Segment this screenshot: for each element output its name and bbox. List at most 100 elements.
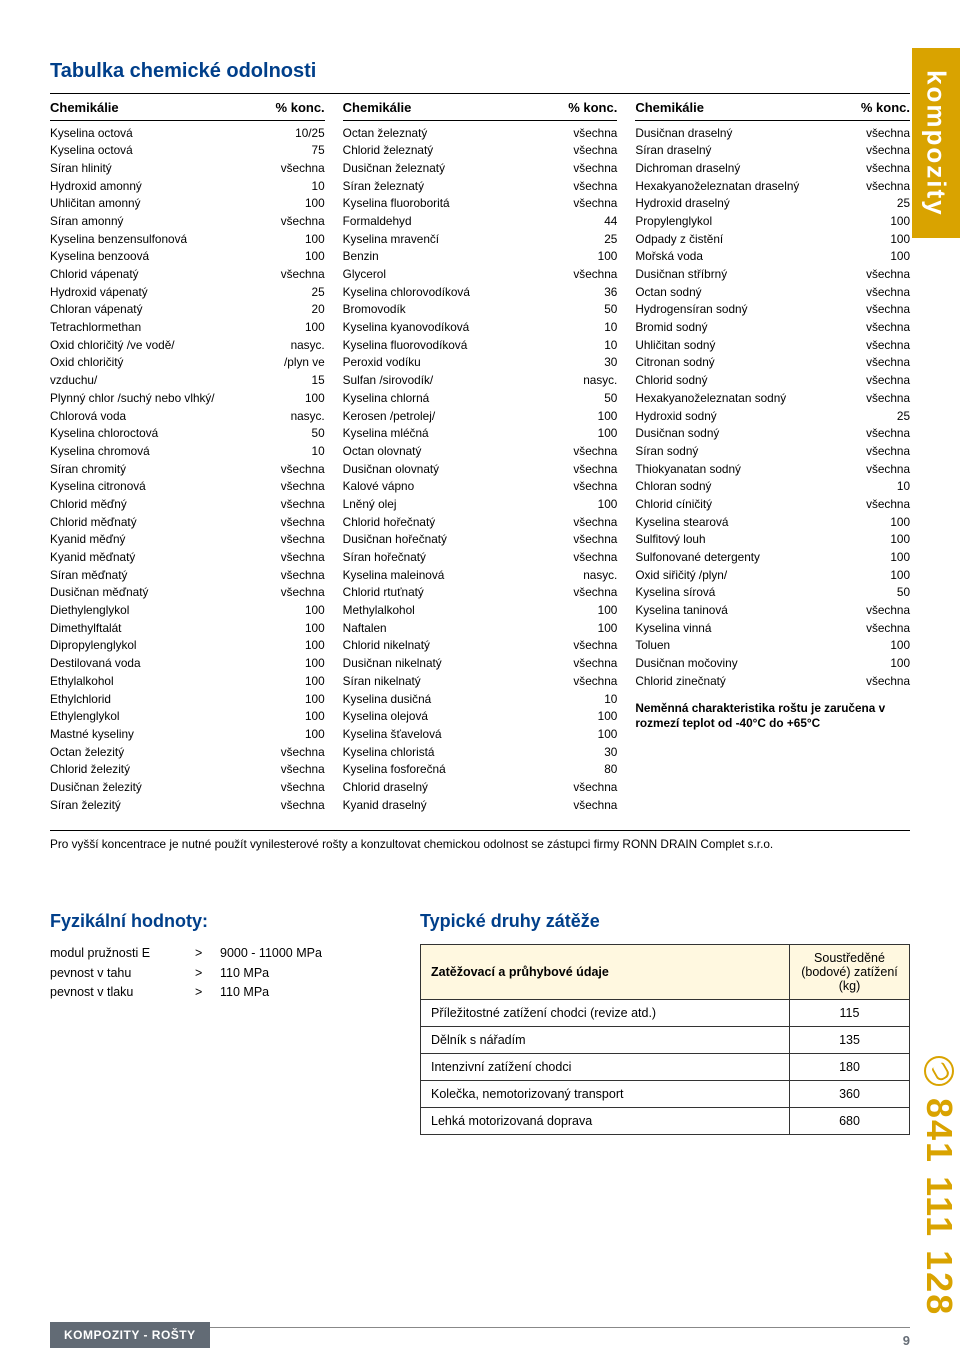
chem-row: Dipropylenglykol100 <box>50 637 325 655</box>
chem-value: 50 <box>598 390 617 408</box>
chem-name: Oxid chloričitý <box>50 354 278 372</box>
chem-name: Dimethylftalát <box>50 620 299 638</box>
chem-row: Sulfan /sirovodík/nasyc. <box>343 372 618 390</box>
chem-row: Kyselina dusičná10 <box>343 691 618 709</box>
chem-value: 100 <box>884 248 910 266</box>
chem-row: Odpady z čistění100 <box>635 231 910 249</box>
phys-op: > <box>195 964 220 983</box>
chem-name: Chlorid cíničitý <box>635 496 860 514</box>
chem-value: 100 <box>299 691 325 709</box>
chem-value: všechna <box>860 354 910 372</box>
chem-value: 50 <box>891 584 910 602</box>
chem-row: Thiokyanatan sodnývšechna <box>635 461 910 479</box>
chem-name: Hydroxid draselný <box>635 195 891 213</box>
col-name: Chemikálie <box>50 98 119 118</box>
chem-name: Sulfonované detergenty <box>635 549 884 567</box>
chem-name: Bromid sodný <box>635 319 860 337</box>
col-val: % konc. <box>568 98 617 118</box>
chem-value: 25 <box>891 195 910 213</box>
chem-name: Kyselina fosforečná <box>343 761 599 779</box>
chem-value: 100 <box>299 390 325 408</box>
chem-name: Chlorid měďný <box>50 496 275 514</box>
chem-name: Hexakyanoželeznatan draselný <box>635 178 860 196</box>
phys-val: 110 MPa <box>220 983 269 1002</box>
chem-value: 25 <box>891 408 910 426</box>
chem-row: Kyselina šťavelová100 <box>343 726 618 744</box>
chem-name: Kyselina stearová <box>635 514 884 532</box>
chem-value: 10 <box>598 691 617 709</box>
chem-value: 25 <box>306 284 325 302</box>
chem-name: Thiokyanatan sodný <box>635 461 860 479</box>
chem-name: Ethylchlorid <box>50 691 299 709</box>
chem-row: Hydroxid sodný25 <box>635 408 910 426</box>
chem-name: Chlorid sodný <box>635 372 860 390</box>
chem-value: všechna <box>860 602 910 620</box>
chem-name: Kyselina chlorovodíková <box>343 284 599 302</box>
chem-name: Hydroxid sodný <box>635 408 891 426</box>
chem-name: Kyselina citronová <box>50 478 275 496</box>
chem-row: Dusičnan měďnatývšechna <box>50 584 325 602</box>
chem-row: Chlorid hořečnatývšechna <box>343 514 618 532</box>
chem-row: Kyselina chloroctová50 <box>50 425 325 443</box>
chem-value: všechna <box>860 284 910 302</box>
physical-values: Fyzikální hodnoty: modul pružnosti E>900… <box>50 911 390 1135</box>
chem-row: Sulfonované detergenty100 <box>635 549 910 567</box>
phys-rows: modul pružnosti E>9000 - 11000 MPapevnos… <box>50 944 390 1002</box>
phone-icon <box>924 1056 954 1086</box>
chem-name: Glycerol <box>343 266 568 284</box>
chem-row: Kyselina fluorovodíková10 <box>343 337 618 355</box>
chem-name: Octan železnatý <box>343 125 568 143</box>
chem-row: Mořská voda100 <box>635 248 910 266</box>
chem-name: Dusičnan nikelnatý <box>343 655 568 673</box>
chem-value: 100 <box>592 496 618 514</box>
chem-value: všechna <box>860 461 910 479</box>
phys-row: pevnost v tahu>110 MPa <box>50 964 390 983</box>
chem-value: 100 <box>299 726 325 744</box>
chem-name: Dusičnan železnatý <box>343 160 568 178</box>
chem-row: Hexakyanoželeznatan sodnývšechna <box>635 390 910 408</box>
chem-value: všechna <box>275 478 325 496</box>
load-label: Příležitostné zatížení chodci (revize at… <box>421 1000 790 1027</box>
chem-value: všechna <box>860 178 910 196</box>
chem-name: Dipropylenglykol <box>50 637 299 655</box>
chem-value: všechna <box>275 797 325 815</box>
chem-value: všechna <box>567 461 617 479</box>
chem-row: Dusičnan stříbrnývšechna <box>635 266 910 284</box>
chem-row: Hexakyanoželeznatan draselnývšechna <box>635 178 910 196</box>
chem-row: Kyselina benzoová100 <box>50 248 325 266</box>
chem-row: Octan sodnývšechna <box>635 284 910 302</box>
chem-value: všechna <box>567 266 617 284</box>
chem-name: Lněný olej <box>343 496 592 514</box>
chem-row: Kyselina kyanovodíková10 <box>343 319 618 337</box>
chem-value: 100 <box>299 655 325 673</box>
footer-bar: KOMPOZITY - ROŠTY 9 <box>50 1322 910 1348</box>
chem-value: všechna <box>567 195 617 213</box>
chem-value: všechna <box>567 478 617 496</box>
chem-row: Tetrachlormethan100 <box>50 319 325 337</box>
chem-header: Chemikálie % konc. <box>50 98 325 121</box>
chem-row: Síran sodnývšechna <box>635 443 910 461</box>
footnote: Pro vyšší koncentrace je nutné použít vy… <box>50 830 910 851</box>
chem-name: Sulfitový louh <box>635 531 884 549</box>
chem-value: 10 <box>598 337 617 355</box>
chem-value: všechna <box>860 425 910 443</box>
chem-row: Kyanid draselnývšechna <box>343 797 618 815</box>
chem-name: Kyselina chloristá <box>343 744 599 762</box>
load-row: Příležitostné zatížení chodci (revize at… <box>421 1000 910 1027</box>
chem-name: Sulfan /sirovodík/ <box>343 372 578 390</box>
chem-row: Hydroxid amonný10 <box>50 178 325 196</box>
chem-name: Chlorid hořečnatý <box>343 514 568 532</box>
chem-value: 100 <box>299 673 325 691</box>
chem-name: Toluen <box>635 637 884 655</box>
chem-value: všechna <box>567 779 617 797</box>
chem-value: všechna <box>860 390 910 408</box>
chem-name: Kalové vápno <box>343 478 568 496</box>
phys-val: 110 MPa <box>220 964 269 983</box>
chem-value: všechna <box>567 160 617 178</box>
chem-name: Kyselina mravenčí <box>343 231 599 249</box>
chem-value: všechna <box>860 301 910 319</box>
chem-name: Mořská voda <box>635 248 884 266</box>
chem-value: všechna <box>275 567 325 585</box>
chem-value: nasyc. <box>577 567 617 585</box>
load-table: Zatěžovací a průhybové údaje Soustředěné… <box>420 944 910 1135</box>
